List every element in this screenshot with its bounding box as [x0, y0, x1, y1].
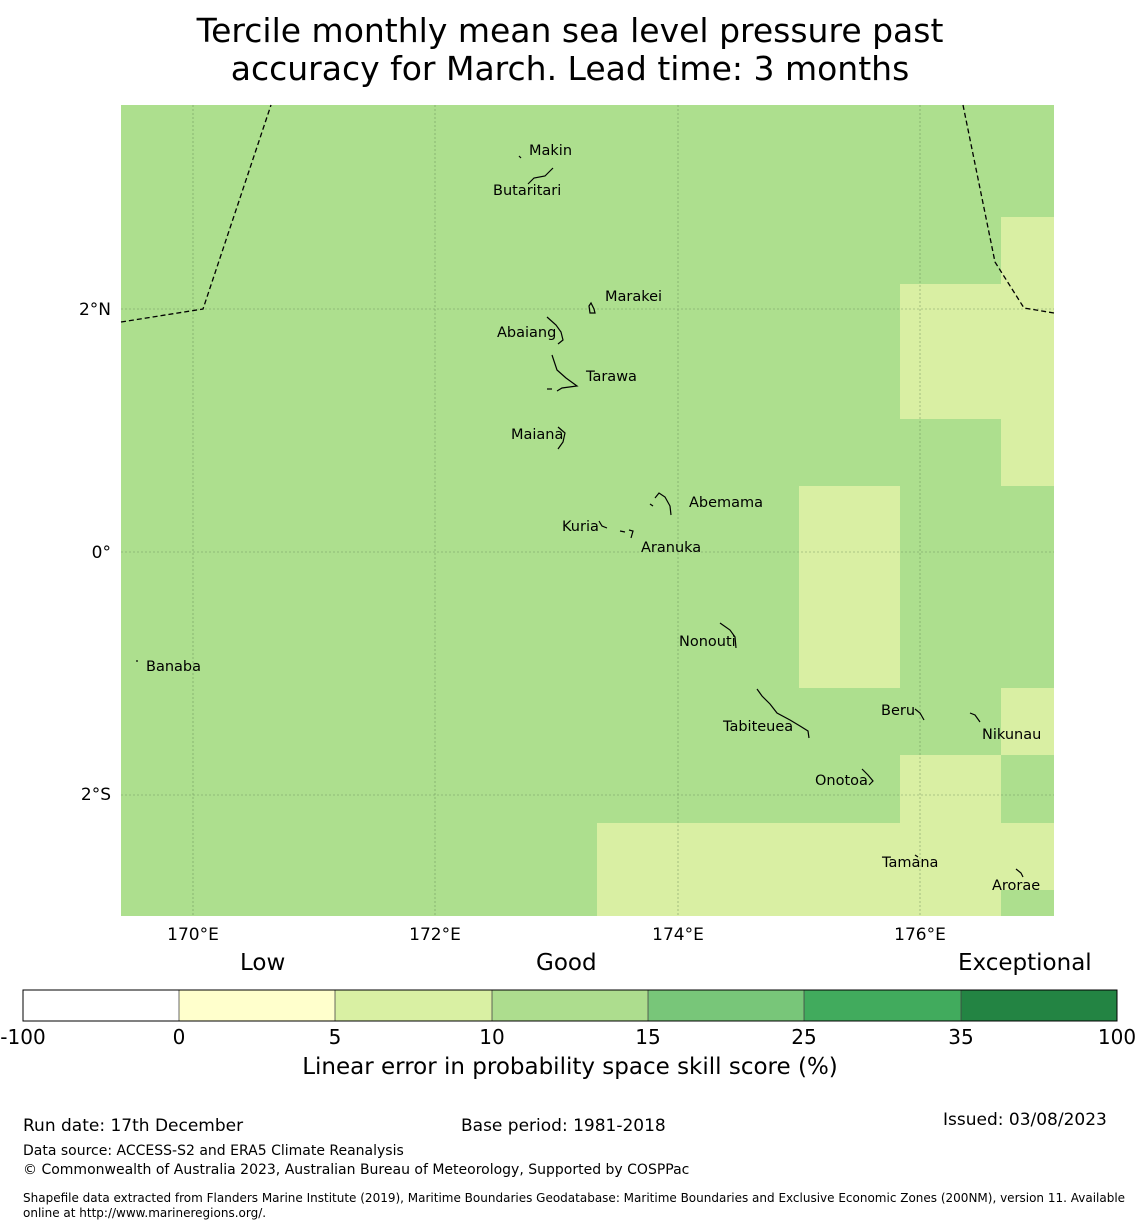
place-label-beru: Beru [881, 703, 915, 719]
place-label-abemama: Abemama [689, 495, 763, 511]
island-tarawa [551, 354, 579, 392]
colorbar-category-low: Low [240, 950, 286, 976]
lat-label-2n: 2°N [79, 300, 111, 320]
data-source: Data source: ACCESS-S2 and ERA5 Climate … [23, 1143, 404, 1159]
island-outlines [136, 155, 1024, 878]
island-nikunau [969, 712, 981, 723]
island-abemama [654, 492, 672, 516]
island-maiana [557, 426, 566, 450]
colorbar-tick: 35 [948, 1025, 974, 1049]
colorbar-category-good: Good [536, 950, 597, 976]
island-tamana [914, 854, 919, 858]
lat-label-2s: 2°S [81, 785, 111, 805]
island-abaiang [546, 316, 564, 345]
gridlines [121, 105, 1054, 916]
place-label-tabiteuea: Tabiteuea [722, 719, 793, 735]
shapefile-credit: Shapefile data extracted from Flanders M… [23, 1191, 1140, 1221]
map-title: Tercile monthly mean sea level pressure … [0, 12, 1140, 88]
lon-label-174: 174°E [652, 925, 704, 945]
copyright: © Commonwealth of Australia 2023, Austra… [23, 1162, 690, 1178]
island-tabiteuea [756, 688, 810, 739]
base-period: Base period: 1981-2018 [461, 1116, 666, 1136]
colorbar-label: Linear error in probability space skill … [302, 1054, 838, 1080]
low-skill-cell [1001, 688, 1054, 755]
island-makin [518, 155, 522, 159]
colorbar-tick: -100 [0, 1025, 46, 1049]
colorbar-tick: 100 [1097, 1025, 1137, 1049]
low-skill-cell [1001, 217, 1054, 284]
lon-label-176: 176°E [894, 925, 946, 945]
colorbar-segment-neg100-0 [23, 990, 179, 1021]
island-aranuka [619, 529, 634, 539]
lat-label-0: 0° [92, 543, 111, 563]
colorbar-segment-10-15 [492, 990, 648, 1021]
colorbar-category-exceptional: Exceptional [958, 950, 1092, 976]
island-abemama-islet [649, 503, 654, 507]
place-label-banaba: Banaba [146, 659, 201, 675]
colorbar-outline [22, 989, 1118, 1022]
place-label-onotoa: Onotoa [815, 773, 868, 789]
shapefile-credit-line-1: Shapefile data extracted from Flanders M… [23, 1191, 1126, 1205]
eez-boundaries [120, 104, 1055, 323]
place-label-tarawa: Tarawa [585, 369, 637, 385]
run-date: Run date: 17th December [23, 1116, 244, 1136]
lon-label-172: 172°E [409, 925, 461, 945]
colorbar-segment-5-10 [335, 990, 492, 1021]
place-label-butaritari: Butaritari [493, 183, 561, 199]
colorbar-segment-35-100 [961, 990, 1117, 1021]
low-skill-cell [597, 823, 1001, 916]
colorbar-tick: 0 [172, 1025, 186, 1049]
colorbar-segment-15-25 [648, 990, 804, 1021]
place-label-aranuka: Aranuka [641, 540, 701, 556]
title-line-1: Tercile monthly mean sea level pressure … [196, 11, 944, 50]
title-line-2: accuracy for March. Lead time: 3 months [230, 49, 910, 88]
place-label-arorae: Arorae [992, 878, 1040, 894]
low-skill-cell [900, 755, 1001, 823]
colorbar-segment-0-5 [179, 990, 335, 1021]
colorbar-segment-25-35 [804, 990, 961, 1021]
shapefile-credit-line-2: online at http://www.marineregions.org/. [23, 1206, 267, 1220]
place-label-abaiang: Abaiang [497, 325, 556, 341]
lon-label-170: 170°E [167, 925, 219, 945]
issued-date: Issued: 03/08/2023 [943, 1110, 1107, 1130]
low-skill-cell [1001, 419, 1054, 486]
low-skill-cell [799, 486, 900, 688]
place-labels: Makin Butaritari Marakei Abaiang Tarawa … [146, 143, 1041, 894]
place-label-marakei: Marakei [605, 289, 662, 305]
island-arorae [1015, 868, 1024, 878]
low-skill-cell [1001, 823, 1054, 890]
colorbar [22, 989, 1118, 1022]
island-butaritari [527, 167, 554, 185]
eez-boundary-east [962, 104, 1055, 314]
low-skill-cell [900, 284, 1054, 419]
colorbar-tick: 25 [791, 1025, 817, 1049]
island-beru [914, 708, 925, 721]
island-marakei [588, 301, 596, 314]
place-label-nikunau: Nikunau [982, 727, 1041, 743]
colorbar-tick: 10 [479, 1025, 505, 1049]
island-onotoa [861, 768, 874, 786]
island-kuria [598, 520, 608, 529]
place-label-makin: Makin [529, 143, 572, 159]
colorbar-tick: 5 [328, 1025, 342, 1049]
island-nonouti [719, 622, 737, 649]
place-label-tamana: Tamana [881, 855, 938, 871]
colorbar-tick: 15 [635, 1025, 661, 1049]
axis-labels: 170°E 172°E 174°E 176°E 2°N 0° 2°S [79, 300, 946, 945]
skill-map: Makin Butaritari Marakei Abaiang Tarawa … [120, 104, 1055, 916]
place-label-kuria: Kuria [562, 519, 599, 535]
eez-boundary-west [120, 104, 272, 323]
place-label-nonouti: Nonouti [679, 634, 736, 650]
place-label-maiana: Maiana [511, 427, 563, 443]
